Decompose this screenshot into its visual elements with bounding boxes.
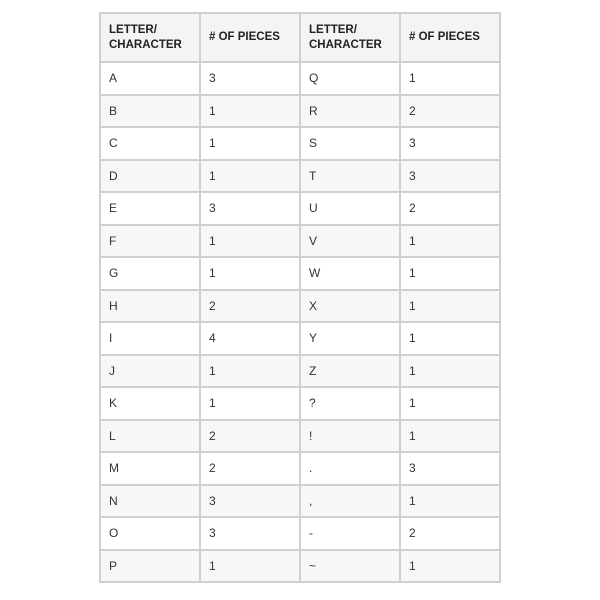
pieces-cell: 1 <box>199 353 301 388</box>
pieces-cell: 3 <box>399 158 501 193</box>
pieces-cell: 4 <box>199 321 301 356</box>
letter-cell: L <box>99 418 201 453</box>
pieces-cell: 1 <box>399 386 501 421</box>
letter-cell: B <box>99 93 201 128</box>
pieces-cell: 2 <box>399 516 501 551</box>
letter-cell: , <box>299 483 401 518</box>
letter-cell: ~ <box>299 548 401 583</box>
table-row: L 2! 1 <box>99 418 501 453</box>
letter-cell: R <box>299 93 401 128</box>
letter-cell: - <box>299 516 401 551</box>
letter-cell: M <box>99 451 201 486</box>
header-pieces-1: # OF PIECES <box>199 12 301 63</box>
letter-cell: K <box>99 386 201 421</box>
letter-cell: W <box>299 256 401 291</box>
pieces-cell: 1 <box>399 483 501 518</box>
pieces-cell: 3 <box>399 126 501 161</box>
pieces-cell: 1 <box>199 256 301 291</box>
table-row: P 1 ~1 <box>99 548 501 583</box>
letter-cell: E <box>99 191 201 226</box>
pieces-cell: 1 <box>399 288 501 323</box>
pieces-cell: 1 <box>199 548 301 583</box>
letter-cell: P <box>99 548 201 583</box>
header-pieces-2: # OF PIECES <box>399 12 501 63</box>
pieces-cell: 1 <box>399 548 501 583</box>
pieces-cell: 1 <box>199 223 301 258</box>
pieces-cell: 2 <box>199 288 301 323</box>
letter-cell: ! <box>299 418 401 453</box>
pieces-cell: 3 <box>199 191 301 226</box>
header-letter-1: LETTER/CHARACTER <box>99 12 201 63</box>
letter-cell: J <box>99 353 201 388</box>
letter-cell: G <box>99 256 201 291</box>
pieces-cell: 2 <box>199 451 301 486</box>
letter-cell: H <box>99 288 201 323</box>
pieces-cell: 2 <box>399 191 501 226</box>
pieces-cell: 2 <box>199 418 301 453</box>
letter-cell: T <box>299 158 401 193</box>
letter-cell: U <box>299 191 401 226</box>
pieces-cell: 1 <box>399 223 501 258</box>
letter-cell: A <box>99 61 201 96</box>
pieces-cell: 2 <box>399 93 501 128</box>
letter-cell: . <box>299 451 401 486</box>
letter-cell: I <box>99 321 201 356</box>
letter-cell: C <box>99 126 201 161</box>
letter-cell: X <box>299 288 401 323</box>
letter-cell: Z <box>299 353 401 388</box>
letter-cell: V <box>299 223 401 258</box>
letter-cell: F <box>99 223 201 258</box>
letter-cell: ? <box>299 386 401 421</box>
pieces-cell: 1 <box>399 353 501 388</box>
letter-cell: O <box>99 516 201 551</box>
pieces-cell: 3 <box>399 451 501 486</box>
pieces-cell: 1 <box>399 321 501 356</box>
letter-cell: D <box>99 158 201 193</box>
pieces-cell: 1 <box>199 126 301 161</box>
pieces-cell: 1 <box>199 386 301 421</box>
letter-cell: Y <box>299 321 401 356</box>
letter-cell: Q <box>299 61 401 96</box>
pieces-cell: 3 <box>199 483 301 518</box>
pieces-cell: 3 <box>199 516 301 551</box>
pieces-table: LETTER/CHARACTER # OF PIECES LETTER/CHAR… <box>99 12 501 583</box>
pieces-cell: 1 <box>399 256 501 291</box>
pieces-cell: 3 <box>199 61 301 96</box>
pieces-cell: 1 <box>399 418 501 453</box>
header-letter-2: LETTER/CHARACTER <box>299 12 401 63</box>
pieces-cell: 1 <box>199 93 301 128</box>
letter-cell: N <box>99 483 201 518</box>
pieces-cell: 1 <box>199 158 301 193</box>
header-row: LETTER/CHARACTER # OF PIECES LETTER/CHAR… <box>99 12 501 63</box>
table-row: K 1? 1 <box>99 386 501 421</box>
pieces-cell: 1 <box>399 61 501 96</box>
letter-cell: S <box>299 126 401 161</box>
